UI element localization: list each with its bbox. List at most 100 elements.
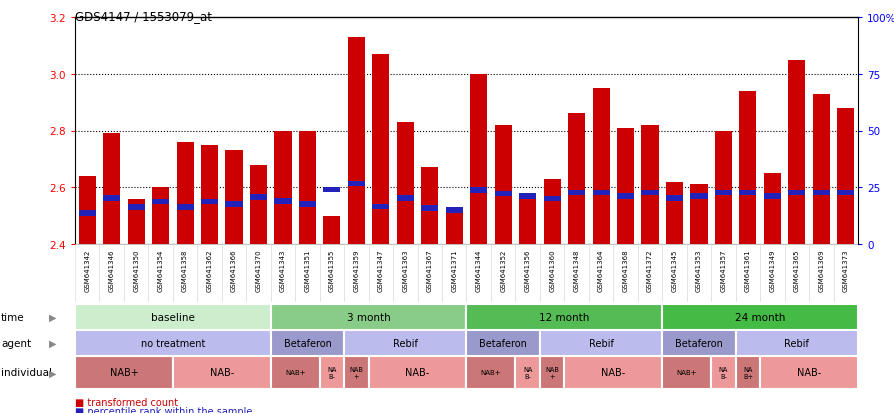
Text: NA
B-: NA B- [718, 366, 728, 379]
Bar [564, 356, 662, 389]
Text: no treatment: no treatment [140, 338, 205, 348]
Text: Betaferon: Betaferon [674, 338, 722, 348]
Bar [372, 204, 389, 210]
Text: GSM641363: GSM641363 [402, 249, 408, 292]
Bar [738, 92, 755, 244]
Text: GSM641357: GSM641357 [720, 249, 726, 292]
Bar [445, 208, 462, 213]
Bar [79, 211, 96, 216]
Bar [686, 244, 711, 302]
Bar [469, 75, 486, 244]
Text: individual: individual [1, 368, 52, 377]
Bar [494, 191, 511, 197]
Text: NAB-: NAB- [601, 368, 625, 377]
Bar [735, 330, 857, 356]
Bar [176, 142, 193, 244]
Text: GSM641362: GSM641362 [207, 249, 213, 292]
Bar [152, 188, 169, 244]
Bar [344, 330, 466, 356]
Bar [738, 190, 755, 196]
Text: GSM641369: GSM641369 [817, 249, 823, 292]
Bar [689, 185, 707, 244]
Text: GSM641345: GSM641345 [670, 249, 677, 291]
Bar [641, 190, 658, 196]
Bar [788, 60, 805, 244]
Bar [812, 190, 829, 196]
Bar [466, 330, 539, 356]
Text: ▶: ▶ [49, 312, 56, 322]
Text: NAB+: NAB+ [676, 370, 696, 375]
Text: agent: agent [1, 338, 31, 348]
Text: GSM641350: GSM641350 [133, 249, 139, 292]
Bar [466, 304, 662, 330]
Bar [784, 244, 808, 302]
Bar [539, 244, 564, 302]
Bar [662, 244, 686, 302]
Text: GSM641373: GSM641373 [842, 249, 848, 292]
Text: GSM641351: GSM641351 [304, 249, 310, 292]
Text: Betaferon: Betaferon [478, 338, 527, 348]
Bar [616, 193, 634, 199]
Bar [75, 304, 271, 330]
Text: ▶: ▶ [49, 368, 56, 377]
Bar [128, 205, 145, 211]
Bar [711, 244, 735, 302]
Bar [637, 244, 662, 302]
Text: GSM641346: GSM641346 [108, 249, 114, 292]
Bar [271, 244, 295, 302]
Bar [348, 181, 365, 187]
Bar [392, 244, 417, 302]
Bar [197, 244, 222, 302]
Bar [123, 244, 148, 302]
Bar [759, 244, 784, 302]
Text: Betaferon: Betaferon [283, 338, 331, 348]
Bar [344, 356, 368, 389]
Bar [319, 356, 344, 389]
Bar [201, 145, 218, 244]
Bar [176, 205, 193, 211]
Bar [348, 38, 365, 244]
Text: Rebif: Rebif [392, 338, 417, 348]
Text: 3 month: 3 month [346, 312, 390, 322]
Bar [665, 182, 682, 244]
Bar [299, 131, 316, 244]
Text: GSM641365: GSM641365 [793, 249, 799, 292]
Bar [344, 244, 368, 302]
Bar [519, 199, 536, 244]
Bar [103, 134, 120, 244]
Text: GSM641368: GSM641368 [622, 249, 628, 292]
Text: GSM641367: GSM641367 [426, 249, 433, 292]
Text: GSM641348: GSM641348 [573, 249, 579, 292]
Text: GSM641355: GSM641355 [329, 249, 334, 291]
Bar [79, 176, 96, 244]
Text: NAB-: NAB- [796, 368, 821, 377]
Text: GSM641356: GSM641356 [524, 249, 530, 292]
Bar [641, 126, 658, 244]
Bar [662, 304, 857, 330]
Bar [271, 330, 344, 356]
Bar [249, 165, 266, 244]
Bar [323, 216, 340, 244]
Bar [519, 194, 536, 199]
Text: GSM641371: GSM641371 [451, 249, 457, 292]
Bar [295, 244, 319, 302]
Text: GSM641359: GSM641359 [353, 249, 359, 292]
Text: GSM641361: GSM641361 [744, 249, 750, 292]
Bar [274, 131, 291, 244]
Text: GDS4147 / 1553079_at: GDS4147 / 1553079_at [75, 10, 212, 23]
Text: GSM641354: GSM641354 [157, 249, 164, 291]
Bar [491, 244, 515, 302]
Bar [225, 151, 242, 244]
Bar [568, 114, 585, 244]
Text: GSM641353: GSM641353 [696, 249, 701, 292]
Text: Rebif: Rebif [588, 338, 612, 348]
Bar [173, 244, 197, 302]
Bar [299, 202, 316, 208]
Bar [662, 330, 735, 356]
Text: NAB+: NAB+ [109, 368, 139, 377]
Text: GSM641370: GSM641370 [255, 249, 261, 292]
Bar [665, 196, 682, 202]
Bar [75, 244, 99, 302]
Bar [515, 244, 539, 302]
Text: GSM641358: GSM641358 [181, 249, 188, 292]
